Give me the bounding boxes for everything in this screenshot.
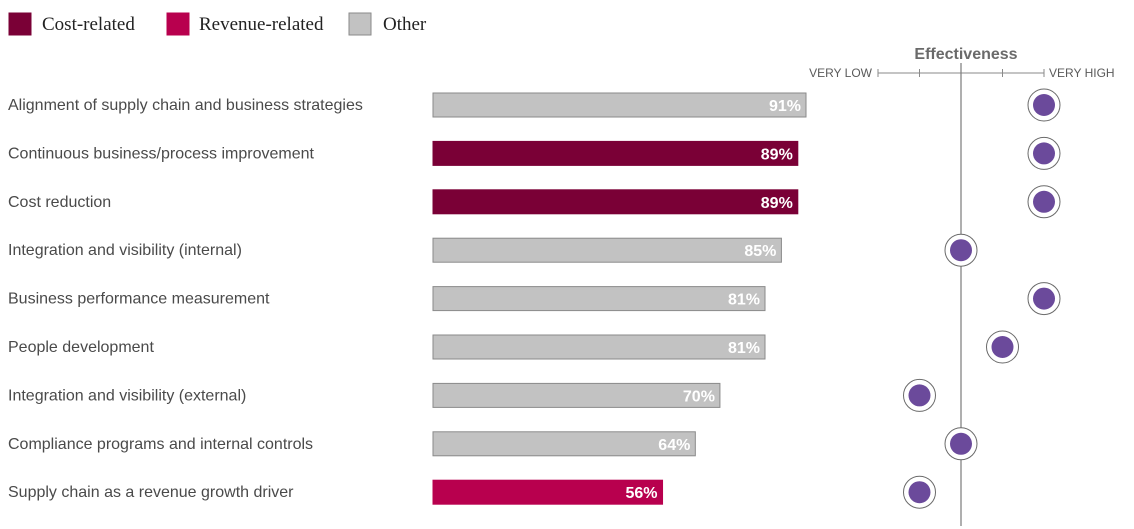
value-label: 85% [744,243,776,260]
category-label: Business performance measurement [8,291,270,308]
bar-other [432,431,696,457]
value-label: 89% [761,195,793,212]
effectiveness-dot [1033,190,1055,213]
value-label: 56% [626,485,658,502]
category-label: Cost reduction [8,194,111,211]
effectiveness-dot [950,432,972,455]
legend-label-revenue: Revenue-related [199,14,324,35]
value-label: 91% [769,98,801,115]
value-label: 70% [683,388,715,405]
legend: Cost-related Revenue-related Other [8,12,427,36]
effectiveness-dot [908,481,931,504]
bar-other [432,237,782,263]
effectiveness-title: Effectiveness [914,46,1017,63]
category-label: Integration and visibility (external) [8,387,246,404]
category-label: Compliance programs and internal control… [8,436,313,453]
category-label: Supply chain as a revenue growth driver [8,484,294,501]
effectiveness-dot [1033,287,1055,310]
bar-cost [432,140,799,166]
legend-label-cost: Cost-related [42,14,135,35]
legend-swatch-cost [8,12,32,36]
legend-swatch-revenue [166,12,190,36]
bar-other [432,92,807,118]
very-low-label: VERY LOW [809,66,873,80]
value-label: 64% [658,437,690,454]
effectiveness-dot [1033,142,1055,165]
value-label: 81% [728,340,760,357]
bar-other [432,334,766,360]
bar-rows: Alignment of supply chain and business s… [8,88,1061,509]
very-high-label: VERY HIGH [1049,66,1115,80]
bar-other [432,286,766,312]
category-label: Continuous business/process improvement [8,145,314,162]
effectiveness-dot [1033,94,1055,116]
effectiveness-dot [950,239,972,262]
effectiveness-dot [991,336,1014,358]
bar-cost [432,189,799,215]
category-label: People development [8,339,154,356]
legend-label-other: Other [383,14,427,35]
category-label: Integration and visibility (internal) [8,242,242,259]
legend-swatch-other [348,12,372,36]
effectiveness-scale: Effectiveness VERY LOW VERY HIGH [809,46,1115,526]
value-label: 81% [728,292,760,309]
bar-other [432,382,721,408]
effectiveness-dot [908,384,931,407]
category-label: Alignment of supply chain and business s… [8,97,363,114]
value-label: 89% [761,146,793,163]
bar-revenue [432,479,664,505]
